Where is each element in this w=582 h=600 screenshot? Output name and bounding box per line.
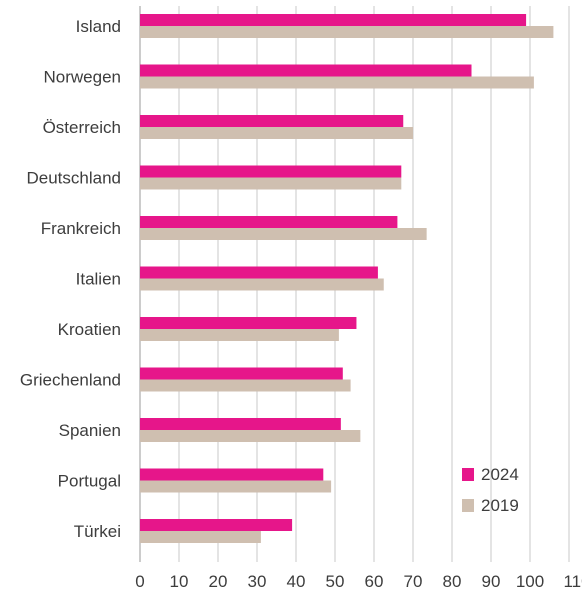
bar-2024-0 [140,14,527,26]
category-label: Norwegen [44,68,122,87]
bar-2024-4 [140,216,398,228]
legend-swatch-2019 [462,499,474,512]
x-tick-label-30: 30 [248,572,267,591]
bar-2019-4 [140,228,427,240]
x-tick-label-60: 60 [365,572,384,591]
bar-2024-5 [140,266,378,279]
category-label: Spanien [59,421,121,440]
legend-label-2024: 2024 [481,465,519,484]
category-label: Island [76,17,121,36]
legend-swatch-2024 [462,468,474,481]
x-tick-label-10: 10 [170,572,189,591]
bar-2019-2 [140,127,413,139]
x-tick-label-80: 80 [443,572,462,591]
x-tick-label-70: 70 [404,572,423,591]
x-tick-labels: 0 10 20 30 40 50 60 70 80 90 100 110 [135,572,582,591]
category-label: Griechenland [20,371,121,390]
category-labels: Island Norwegen Österreich Deutschland Frank… [20,17,121,541]
x-tick-label-40: 40 [287,572,306,591]
x-tick-label-110: 110 [563,572,582,591]
bar-2019-9 [140,480,332,493]
category-label: Türkei [74,522,121,541]
x-tick-label-50: 50 [326,572,345,591]
category-label: Deutschland [26,169,121,188]
x-tick-label-100: 100 [516,572,544,591]
bar-2024-3 [140,165,402,178]
x-tick-label-0: 0 [135,572,144,591]
bar-2019-3 [140,177,402,190]
bar-2024-8 [140,418,341,430]
bar-2019-0 [140,26,554,38]
x-tick-label-90: 90 [482,572,501,591]
x-tick-label-20: 20 [209,572,228,591]
bar-2019-10 [140,531,261,543]
category-label: Italien [76,270,121,289]
bar-2024-7 [140,367,343,380]
bar-2024-6 [140,317,357,329]
bar-2024-2 [140,115,404,127]
bar-group [140,14,554,543]
bar-2019-5 [140,278,384,291]
bar-2019-1 [140,76,534,89]
bar-2019-8 [140,430,361,442]
category-label: Frankreich [41,219,121,238]
bar-2019-7 [140,379,351,392]
category-label: Portugal [58,472,121,491]
bar-2024-10 [140,519,293,531]
category-label: Österreich [43,118,121,137]
bar-2024-9 [140,468,324,481]
legend-label-2019: 2019 [481,496,519,515]
bar-2024-1 [140,64,472,77]
category-label: Kroatien [58,320,121,339]
legend: 2024 2019 [462,465,519,515]
bar-2019-6 [140,329,339,341]
